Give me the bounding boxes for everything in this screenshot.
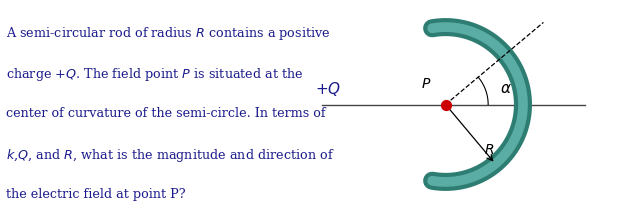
Text: A semi-circular rod of radius $R$ contains a positive: A semi-circular rod of radius $R$ contai…: [6, 25, 330, 42]
Point: [441, 103, 451, 106]
Text: center of curvature of the semi-circle. In terms of: center of curvature of the semi-circle. …: [6, 107, 325, 120]
Text: $k$,$Q$, and $R$, what is the magnitude and direction of: $k$,$Q$, and $R$, what is the magnitude …: [6, 147, 334, 164]
Text: $\alpha$: $\alpha$: [500, 82, 512, 96]
Text: charge $+Q$. The field point $P$ is situated at the: charge $+Q$. The field point $P$ is situ…: [6, 66, 303, 83]
Text: $P$: $P$: [421, 76, 432, 90]
Text: $R$: $R$: [484, 143, 495, 157]
Text: the electric field at point P?: the electric field at point P?: [6, 188, 185, 201]
Text: $+Q$: $+Q$: [315, 80, 341, 98]
